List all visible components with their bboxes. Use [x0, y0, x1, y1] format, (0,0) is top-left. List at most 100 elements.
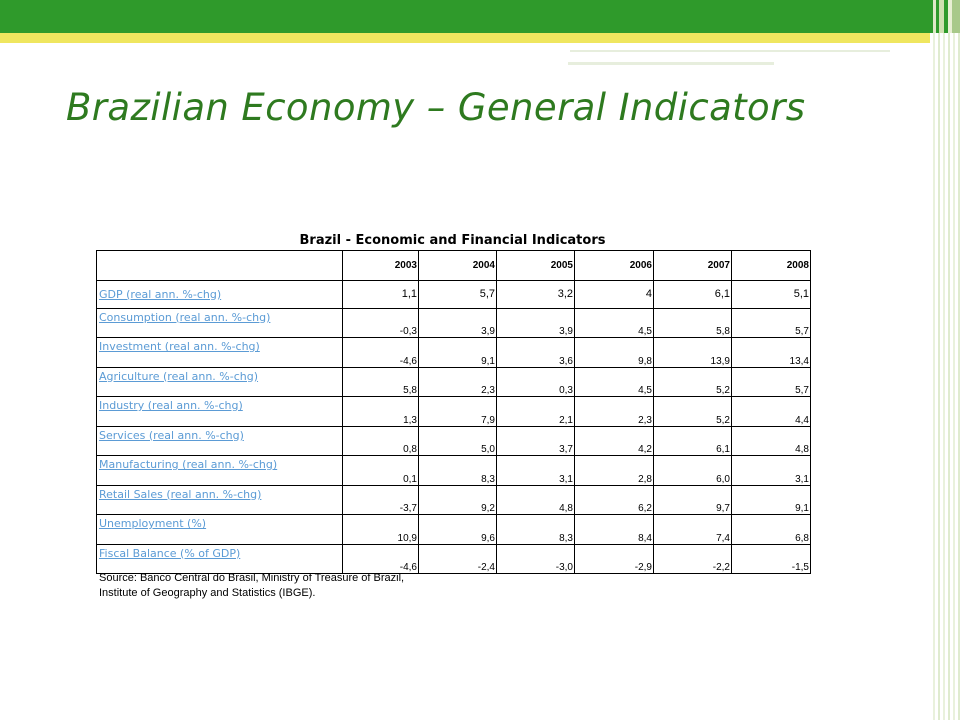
table-row: Investment (real ann. %-chg) -4,6 9,1 3,6 9,…	[96, 337, 811, 368]
value-cell: 5,7	[418, 280, 497, 309]
value-cell: 4	[574, 280, 654, 309]
row-label-cell: Consumption (real ann. %-chg)	[96, 307, 343, 338]
right-decorative-stripes	[930, 33, 960, 720]
value-cell: 4,5	[574, 307, 654, 338]
value-cell: 6,2	[574, 484, 654, 515]
value-cell: 5,2	[653, 366, 732, 397]
row-label-cell: Investment (real ann. %-chg)	[96, 337, 343, 368]
indicator-link[interactable]: Unemployment (%)	[99, 517, 207, 530]
value-cell: 5,0	[418, 425, 497, 456]
table-row: Agriculture (real ann. %-chg) 5,8 2,3 0,3 4,…	[96, 366, 811, 397]
indicator-link[interactable]: Agriculture (real ann. %-chg)	[99, 369, 259, 383]
value-cell: 5,2	[653, 396, 732, 427]
value-cell: 2,3	[574, 396, 654, 427]
row-label-cell: GDP (real ann. %-chg)	[96, 280, 343, 309]
value-cell: 5,8	[342, 366, 419, 397]
indicator-link[interactable]: Consumption (real ann. %-chg)	[99, 310, 271, 324]
indicator-link[interactable]: Services (real ann. %-chg)	[99, 428, 244, 442]
value-cell: 3,9	[418, 307, 497, 338]
indicator-link[interactable]: Investment (real ann. %-chg)	[99, 340, 260, 353]
table-row: Manufacturing (real ann. %-chg) 0,1 8,3 3,1…	[96, 455, 811, 486]
value-cell: -4,6	[342, 337, 419, 368]
value-cell: 3,2	[496, 280, 575, 309]
value-cell: 4,4	[731, 396, 811, 427]
year-header: 2008	[731, 250, 811, 281]
source-line: Institute of Geography and Statistics (I…	[99, 587, 316, 599]
value-cell: 1,1	[342, 280, 419, 309]
value-cell: 3,9	[496, 307, 575, 338]
indicator-link[interactable]: GDP (real ann. %-chg)	[99, 287, 222, 301]
value-cell: -4,6	[342, 543, 419, 574]
row-label-cell: Manufacturing (real ann. %-chg)	[96, 455, 343, 486]
slide-title: Brazilian Economy – General Indicators	[66, 86, 806, 129]
value-cell: 2,8	[574, 455, 654, 486]
value-cell: 6,8	[731, 514, 811, 545]
value-cell: 6,0	[653, 455, 732, 486]
table-title: Brazil - Economic and Financial Indicato…	[299, 233, 606, 248]
value-cell: 3,6	[496, 337, 575, 368]
indicators-table: 2003 2004 2005 2006 2007 2008 GDP (real ann. %…	[96, 250, 811, 574]
value-cell: 0,3	[496, 366, 575, 397]
year-header: 2004	[418, 250, 497, 281]
value-cell: -3,0	[496, 543, 575, 574]
value-cell: 4,8	[731, 425, 811, 456]
value-cell: 9,1	[731, 484, 811, 515]
value-cell: 6,1	[653, 425, 732, 456]
year-header: 2005	[496, 250, 575, 281]
indicator-link[interactable]: Manufacturing (real ann. %-chg)	[99, 458, 278, 471]
table-header-row: 2003 2004 2005 2006 2007 2008	[96, 250, 811, 281]
value-cell: 9,1	[418, 337, 497, 368]
table-header-corner	[96, 250, 343, 281]
indicator-link[interactable]: Retail Sales (real ann. %-chg)	[99, 487, 262, 501]
value-cell: 3,1	[731, 455, 811, 486]
value-cell: -0,3	[342, 307, 419, 338]
yellow-accent-bar	[0, 33, 930, 43]
value-cell: 9,2	[418, 484, 497, 515]
value-cell: -2,4	[418, 543, 497, 574]
value-cell: 8,3	[418, 455, 497, 486]
top-accent-bar	[0, 0, 930, 33]
indicator-link[interactable]: Industry (real ann. %-chg)	[99, 399, 243, 412]
value-cell: 9,7	[653, 484, 732, 515]
table-row: Retail Sales (real ann. %-chg) -3,7 9,2 4,8…	[96, 484, 811, 515]
table-row: GDP (real ann. %-chg) 1,1 5,7 3,2 4 6,1 5,1	[96, 280, 811, 309]
source-note: Source: Banco Central do Brasil, Ministr…	[99, 571, 499, 601]
indicator-link[interactable]: Fiscal Balance (% of GDP)	[99, 546, 241, 560]
value-cell: 1,3	[342, 396, 419, 427]
value-cell: 9,6	[418, 514, 497, 545]
value-cell: 4,2	[574, 425, 654, 456]
value-cell: 13,9	[653, 337, 732, 368]
source-line: Source: Banco Central do Brasil, Ministr…	[99, 572, 405, 584]
year-header: 2003	[342, 250, 419, 281]
value-cell: 10,9	[342, 514, 419, 545]
value-cell: 2,3	[418, 366, 497, 397]
value-cell: 5,7	[731, 307, 811, 338]
value-cell: 5,7	[731, 366, 811, 397]
value-cell: 9,8	[574, 337, 654, 368]
row-label-cell: Industry (real ann. %-chg)	[96, 396, 343, 427]
value-cell: 8,4	[574, 514, 654, 545]
value-cell: 3,7	[496, 425, 575, 456]
value-cell: 8,3	[496, 514, 575, 545]
decorative-line	[568, 62, 774, 65]
decorative-line	[570, 50, 890, 52]
top-accent-stripes	[930, 0, 960, 33]
value-cell: 7,4	[653, 514, 732, 545]
row-label-cell: Retail Sales (real ann. %-chg)	[96, 484, 343, 515]
year-header: 2006	[574, 250, 654, 281]
value-cell: -3,7	[342, 484, 419, 515]
value-cell: 2,1	[496, 396, 575, 427]
indicators-table-body: 2003 2004 2005 2006 2007 2008 GDP (real ann. %…	[96, 250, 811, 574]
value-cell: 0,1	[342, 455, 419, 486]
value-cell: 5,8	[653, 307, 732, 338]
value-cell: 6,1	[653, 280, 732, 309]
table-row: Industry (real ann. %-chg) 1,3 7,9 2,1 2,3 5,…	[96, 396, 811, 427]
table-row: Services (real ann. %-chg) 0,8 5,0 3,7 4,2 6,…	[96, 425, 811, 456]
row-label-cell: Fiscal Balance (% of GDP)	[96, 543, 343, 574]
value-cell: -2,9	[574, 543, 654, 574]
value-cell: 3,1	[496, 455, 575, 486]
row-label-cell: Unemployment (%)	[96, 514, 343, 545]
value-cell: 5,1	[731, 280, 811, 309]
value-cell: 13,4	[731, 337, 811, 368]
table-row: Fiscal Balance (% of GDP) -4,6 -2,4 -3,0 -2,…	[96, 543, 811, 574]
